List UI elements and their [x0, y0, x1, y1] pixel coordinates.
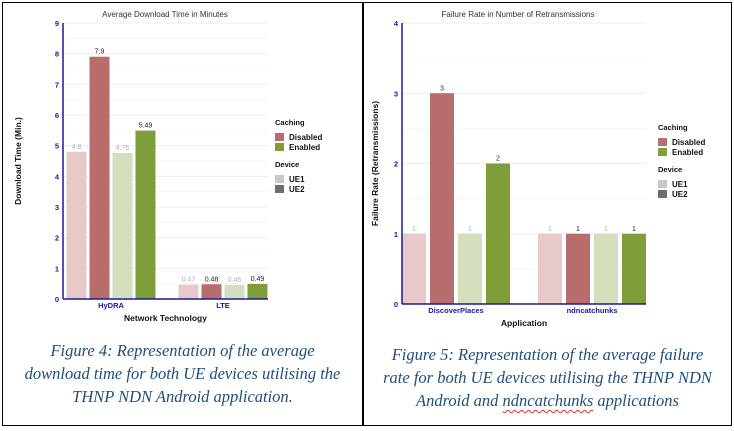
legend-title: Caching	[658, 123, 688, 132]
y-tick-label: 6	[55, 111, 59, 120]
legend-label: UE2	[672, 190, 688, 199]
data-label: 0.47	[182, 277, 196, 284]
x-tick-label: LTE	[216, 301, 230, 310]
figure-5-caption: Figure 5: Representation of the average …	[364, 343, 731, 412]
legend-swatch	[275, 175, 284, 183]
legend-swatch	[275, 185, 284, 193]
bar	[430, 93, 454, 304]
bar	[135, 130, 156, 299]
legend-swatch	[658, 190, 667, 198]
bar	[622, 233, 646, 304]
y-axis-label: Failure Rate (Retransmissions)	[370, 101, 380, 226]
bar	[247, 283, 268, 299]
legend-label: UE1	[672, 180, 688, 189]
bar	[458, 233, 482, 304]
caption-line: Figure 5: Representation of the average …	[391, 345, 704, 364]
data-label: 1	[576, 226, 580, 233]
y-tick-label: 2	[55, 234, 59, 243]
legend-label: Enabled	[289, 143, 320, 152]
data-label: 1	[468, 226, 472, 233]
bar	[201, 284, 222, 299]
x-tick-label: ndncatchunks	[567, 306, 618, 315]
x-axis-label: Application	[501, 318, 547, 328]
bar	[594, 233, 618, 304]
caption-line: THNP NDN Android application.	[72, 387, 293, 406]
legend-swatch	[658, 180, 667, 188]
data-label: 3	[440, 85, 444, 92]
legend-swatch	[658, 148, 667, 156]
caption-line: download time for both UE devices utilis…	[24, 364, 341, 383]
y-tick-label: 1	[55, 264, 59, 273]
legend-title: Device	[275, 160, 299, 169]
data-label: 1	[548, 226, 552, 233]
y-tick-label: 8	[55, 50, 59, 59]
data-label: 4.76	[116, 145, 130, 152]
bar	[112, 153, 133, 299]
y-tick-label: 3	[55, 203, 59, 212]
caption-app-name: ndncatchunks	[502, 391, 594, 410]
caption-line: Android and ndncatchunks applications	[364, 389, 731, 412]
data-label: 1	[412, 226, 416, 233]
y-tick-label: 3	[394, 89, 398, 98]
caption-line: Figure 4: Representation of the average	[50, 341, 315, 360]
y-tick-label: 5	[55, 142, 59, 151]
legend-title: Device	[658, 165, 682, 174]
download-time-chart: Average Download Time in Minutes 0 1 2 3 4 5 6 7…	[13, 10, 322, 323]
bar	[486, 163, 510, 304]
caption-text: Android and	[416, 391, 503, 410]
legend-label: UE1	[289, 175, 305, 184]
y-tick-label: 0	[55, 295, 59, 304]
data-label: 4.8	[72, 144, 82, 151]
y-tick-label: 7	[55, 80, 59, 89]
x-tick-label: DiscoverPlaces	[428, 306, 483, 315]
bar	[402, 233, 426, 304]
data-label: 7.9	[95, 49, 105, 56]
data-label: 1	[632, 226, 636, 233]
data-label: 0.49	[251, 276, 265, 283]
y-tick-label: 0	[394, 300, 398, 309]
legend-swatch	[275, 133, 284, 141]
figure-5-panel: Failure Rate in Number of Retransmission…	[363, 2, 732, 426]
y-tick-label: 9	[55, 19, 59, 28]
data-label: 2	[496, 156, 500, 163]
legend-label: Disabled	[289, 133, 322, 142]
bar	[224, 284, 245, 299]
figure-4-caption: Figure 4: Representation of the average …	[3, 339, 362, 408]
x-axis-label: Network Technology	[124, 313, 207, 323]
bar	[178, 284, 199, 299]
data-label: 1	[604, 226, 608, 233]
chart-title: Average Download Time in Minutes	[102, 10, 228, 19]
caption-text: applications	[593, 391, 679, 410]
y-tick-label: 1	[394, 230, 398, 239]
data-label: 0.46	[228, 277, 242, 284]
legend-title: Caching	[275, 118, 305, 127]
data-label: 5.49	[139, 123, 153, 130]
x-tick-label: HyDRA	[98, 301, 124, 310]
legend-label: Enabled	[672, 148, 703, 157]
y-axis-label: Download Time (Min.)	[13, 117, 23, 205]
figure-4-panel: Average Download Time in Minutes 0 1 2 3 4 5 6 7…	[2, 2, 363, 426]
y-tick-label: 4	[394, 19, 399, 28]
y-tick-label: 4	[55, 172, 60, 181]
bar	[66, 151, 87, 299]
legend-label: Disabled	[672, 138, 705, 147]
bar	[566, 233, 590, 304]
chart-title: Failure Rate in Number of Retransmission…	[442, 10, 595, 19]
bar	[538, 233, 562, 304]
y-tick-label: 2	[394, 160, 398, 169]
legend-swatch	[275, 143, 284, 151]
legend-label: UE2	[289, 185, 305, 194]
data-label: 0.48	[205, 276, 219, 283]
failure-rate-chart: Failure Rate in Number of Retransmission…	[370, 10, 705, 328]
bar	[89, 56, 110, 299]
legend-swatch	[658, 138, 667, 146]
caption-line: rate for both UE devices utilising the T…	[383, 368, 712, 387]
